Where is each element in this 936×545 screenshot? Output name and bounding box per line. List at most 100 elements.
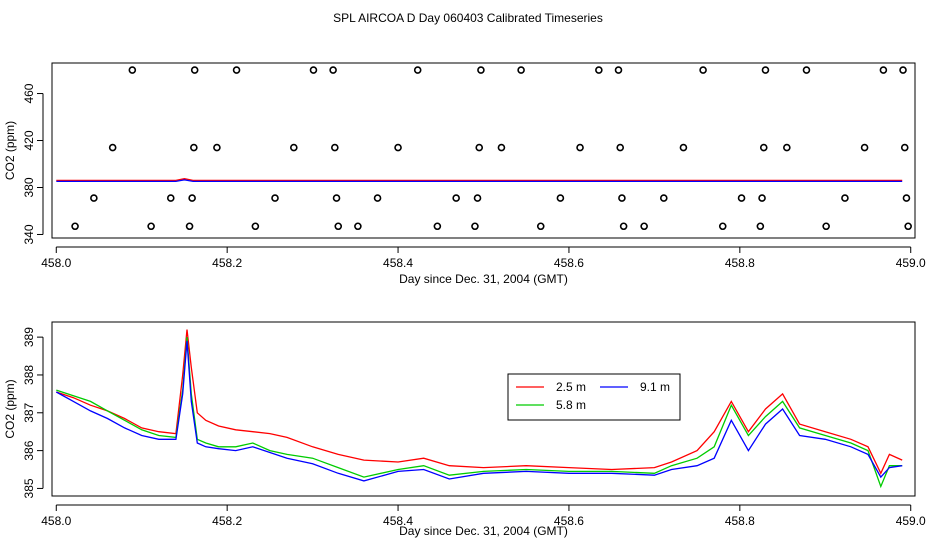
calibration-point [329, 66, 337, 74]
x-tick-label: 458.4 [383, 514, 413, 528]
y-tick-label: 340 [22, 224, 36, 244]
calibration-point [471, 222, 479, 231]
top-panel: 458.0 458.2 458.4 458.6 458.8 459.0 Day since … [3, 62, 926, 286]
calibration-point [536, 222, 545, 231]
calibration-point [473, 194, 482, 202]
y-axis-label: CO2 (ppm) [3, 121, 17, 180]
series-line-91m [55, 340, 903, 482]
x-tick-label: 458.6 [554, 514, 584, 528]
calibration-point [354, 222, 362, 231]
calibration-point [309, 66, 318, 74]
x-axis-label: Day since Dec. 31, 2004 (GMT) [399, 524, 568, 538]
series-line-25m [56, 329, 903, 475]
calibration-point [679, 143, 688, 152]
calibration-point [213, 143, 221, 152]
figure-title: SPL AIRCOA D Day 060403 Calibrated Times… [333, 11, 603, 25]
calibration-point [614, 66, 623, 74]
y-tick-label: 386 [22, 440, 36, 460]
y-tick-label: 380 [22, 177, 36, 197]
calibration-point [185, 222, 194, 231]
calibration-point [433, 222, 442, 231]
calibration-point [517, 66, 525, 74]
calibration-point [90, 194, 98, 202]
legend-label: 9.1 m [640, 380, 670, 394]
calibration-point [737, 194, 746, 202]
y-tick-label: 420 [22, 130, 36, 150]
calibration-point [413, 66, 422, 74]
legend: 2.5 m 5.8 m 9.1 m [507, 373, 681, 421]
series-line-58m [56, 337, 903, 489]
calibration-point [616, 143, 625, 152]
calibration-point [373, 194, 382, 202]
calibration-point [718, 222, 727, 231]
calibration-point [147, 222, 155, 231]
calibration-point [190, 143, 198, 152]
calibration-point [761, 66, 770, 74]
calibration-point [822, 222, 830, 231]
calibration-point [900, 143, 909, 152]
calibration-point [640, 222, 648, 231]
x-tick-label: 458.0 [41, 514, 71, 528]
calibration-point [271, 194, 279, 202]
calibration-point [108, 143, 117, 152]
series-line-25m [56, 178, 903, 182]
x-tick-label: 458.6 [554, 256, 584, 270]
calibration-point [879, 66, 888, 74]
calibration-point [188, 194, 196, 202]
x-tick-label: 458.2 [212, 256, 242, 270]
x-tick-label: 458.0 [41, 256, 71, 270]
calibration-point [290, 143, 298, 152]
calibration-point [394, 143, 402, 152]
calibration-point [477, 66, 485, 74]
calibration-point [860, 143, 869, 152]
calibration-point [759, 143, 768, 152]
plot-frame [51, 321, 916, 497]
x-axis-label: Day since Dec. 31, 2004 (GMT) [399, 272, 568, 286]
y-tick-label: 389 [22, 327, 36, 347]
calibration-point [756, 222, 765, 231]
x-tick-label: 459.0 [896, 256, 926, 270]
x-tick-label: 458.8 [725, 514, 755, 528]
calibration-point [758, 194, 766, 202]
calibration-point [595, 66, 603, 74]
x-tick-label: 459.0 [896, 514, 926, 528]
calibration-point [251, 222, 260, 231]
calibration-point [618, 194, 626, 202]
calibration-point [802, 66, 811, 74]
calibration-point [128, 66, 137, 74]
calibration-point [841, 194, 849, 202]
y-tick-label: 387 [22, 402, 36, 422]
y-axis-label: CO2 (ppm) [3, 379, 17, 438]
calibration-point [497, 143, 506, 152]
bottom-panel: 458.0 458.2 458.4 458.6 458.8 459.0 Day since … [3, 321, 926, 538]
legend-box [507, 373, 681, 421]
calibration-point [556, 194, 565, 202]
calibration-point [899, 66, 907, 74]
calibration-point [190, 66, 199, 74]
plot-frame [51, 62, 916, 239]
series-line-91m [56, 179, 903, 183]
calibration-point [619, 222, 628, 231]
calibration-point [232, 66, 241, 74]
legend-label: 5.8 m [556, 398, 586, 412]
calibration-point [331, 143, 339, 152]
calibration-point [576, 143, 584, 152]
x-tick-label: 458.2 [212, 514, 242, 528]
calibration-point [166, 194, 175, 202]
x-tick-label: 458.8 [725, 256, 755, 270]
y-tick-label: 460 [22, 83, 36, 103]
calibration-point [699, 66, 707, 74]
calibration-point [904, 222, 912, 231]
calibration-point [71, 222, 79, 231]
calibration-point [334, 222, 343, 231]
calibration-point [902, 194, 911, 202]
calibration-point [475, 143, 484, 152]
x-tick-label: 458.4 [383, 256, 413, 270]
calibration-point [332, 194, 341, 202]
calibration-point [452, 194, 460, 202]
y-tick-label: 388 [22, 365, 36, 385]
calibration-point [783, 143, 791, 152]
legend-label: 2.5 m [556, 380, 586, 394]
